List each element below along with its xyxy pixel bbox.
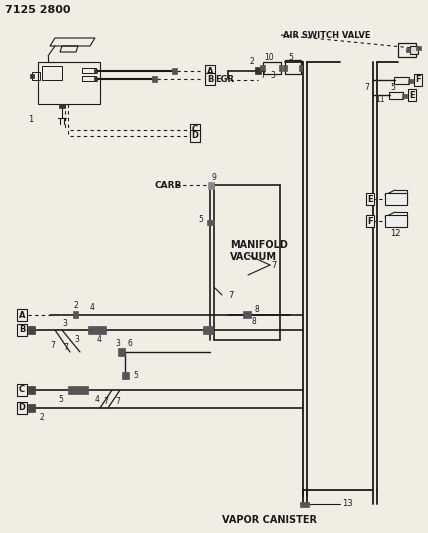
Bar [385, 215, 407, 227]
Bar [260, 65, 265, 71]
Text: 7: 7 [260, 71, 265, 80]
Text: 5: 5 [58, 394, 63, 403]
Bar [285, 60, 301, 74]
Text: D: D [18, 403, 26, 413]
Text: 8: 8 [255, 305, 260, 314]
Text: VAPOR CANISTER: VAPOR CANISTER [223, 515, 318, 525]
Text: 9: 9 [212, 174, 217, 182]
Bar [122, 372, 129, 379]
Text: 11: 11 [375, 95, 384, 104]
Bar [32, 72, 40, 80]
Bar [172, 68, 177, 74]
Text: VACUUM: VACUUM [230, 252, 277, 262]
Bar [42, 66, 62, 80]
Text: 2: 2 [74, 301, 79, 310]
Text: E: E [409, 91, 415, 100]
Text: 7: 7 [50, 341, 55, 350]
Bar [243, 311, 251, 318]
Text: B: B [19, 326, 25, 335]
Bar [389, 92, 403, 99]
Text: 10: 10 [264, 52, 274, 61]
Bar [385, 193, 407, 205]
Bar [208, 182, 214, 189]
Text: 5: 5 [133, 370, 138, 379]
Bar [203, 326, 213, 334]
Text: A: A [19, 311, 25, 319]
Bar [279, 65, 282, 71]
Bar [283, 65, 287, 71]
Bar [398, 43, 416, 57]
Text: D: D [191, 132, 199, 141]
Bar [300, 502, 309, 507]
Text: 3: 3 [115, 338, 120, 348]
Bar [68, 386, 88, 394]
Text: 3: 3 [74, 335, 79, 344]
Bar [299, 65, 302, 71]
Bar [394, 77, 409, 84]
Bar [255, 67, 261, 74]
Text: 1: 1 [28, 116, 33, 125]
Text: 7125 2800: 7125 2800 [5, 5, 71, 15]
Text: 2: 2 [250, 58, 255, 67]
Bar [59, 104, 65, 108]
Bar [402, 94, 407, 98]
Bar [88, 326, 106, 334]
Text: EGR: EGR [215, 76, 234, 85]
Bar [73, 311, 78, 318]
Bar [263, 62, 281, 74]
Text: 3: 3 [62, 319, 67, 327]
Bar [82, 76, 96, 81]
Text: 7: 7 [63, 343, 68, 352]
Text: 7: 7 [103, 398, 108, 407]
Bar [30, 74, 34, 78]
Bar [118, 348, 125, 356]
Bar [406, 48, 410, 52]
Text: 5: 5 [390, 84, 395, 93]
Bar [152, 76, 157, 82]
Text: 7: 7 [115, 398, 120, 407]
Bar [94, 77, 97, 81]
Text: 5: 5 [288, 52, 294, 61]
Text: 12: 12 [390, 229, 401, 238]
Text: 5: 5 [198, 215, 203, 224]
Text: 4: 4 [90, 303, 95, 311]
Bar [94, 69, 97, 73]
Text: 6: 6 [128, 338, 133, 348]
Text: 4: 4 [95, 394, 100, 403]
Bar [410, 46, 418, 54]
Text: AIR SWITCH VALVE: AIR SWITCH VALVE [283, 30, 371, 39]
Bar [38, 62, 100, 104]
Text: F: F [367, 216, 373, 225]
Bar [408, 79, 413, 83]
Bar [28, 326, 35, 334]
Text: 4: 4 [97, 335, 102, 344]
Text: E: E [367, 195, 373, 204]
Bar [82, 68, 96, 73]
Text: C: C [192, 125, 198, 134]
Bar [28, 404, 35, 412]
Text: 7: 7 [271, 261, 276, 270]
Bar [28, 386, 35, 394]
Text: MANIFOLD: MANIFOLD [230, 240, 288, 250]
Text: 7: 7 [364, 84, 369, 93]
Text: CARB: CARB [155, 181, 182, 190]
Bar [416, 46, 421, 50]
Text: B: B [207, 75, 213, 84]
Text: 3: 3 [270, 71, 275, 80]
Text: 7: 7 [228, 292, 233, 301]
Text: A: A [207, 67, 213, 76]
Bar [207, 220, 214, 225]
Text: F: F [415, 76, 421, 85]
Text: 8: 8 [252, 318, 257, 327]
Text: C: C [19, 385, 25, 394]
Text: 2: 2 [40, 414, 45, 423]
Text: 13: 13 [342, 498, 353, 507]
